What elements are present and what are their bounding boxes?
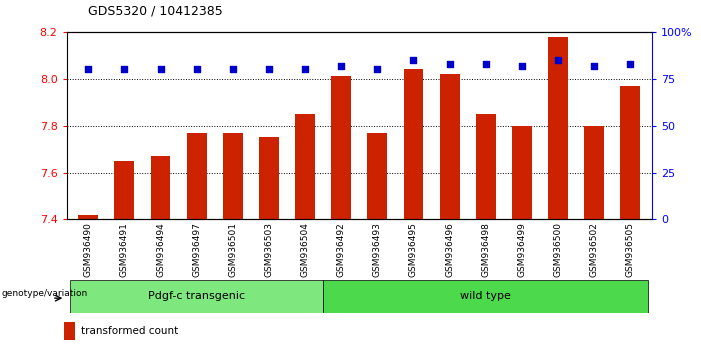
- Bar: [440, 74, 460, 219]
- Text: GSM936502: GSM936502: [590, 222, 599, 278]
- Bar: [79, 215, 98, 219]
- Text: GSM936490: GSM936490: [84, 222, 93, 278]
- Point: [408, 57, 419, 63]
- Point: [299, 67, 311, 72]
- Text: GSM936497: GSM936497: [192, 222, 201, 278]
- Point: [372, 67, 383, 72]
- Point: [480, 61, 491, 67]
- Text: GSM936492: GSM936492: [336, 222, 346, 277]
- Text: GDS5320 / 10412385: GDS5320 / 10412385: [88, 5, 222, 18]
- Bar: [404, 69, 423, 219]
- Point: [118, 67, 130, 72]
- Bar: [367, 133, 387, 219]
- Text: GSM936503: GSM936503: [264, 222, 273, 278]
- Text: GSM936491: GSM936491: [120, 222, 129, 278]
- Point: [227, 67, 238, 72]
- Bar: [332, 76, 351, 219]
- Text: GSM936505: GSM936505: [626, 222, 634, 278]
- Bar: [323, 280, 648, 313]
- Point: [625, 61, 636, 67]
- Text: Pdgf-c transgenic: Pdgf-c transgenic: [148, 291, 245, 302]
- Text: transformed count: transformed count: [81, 326, 178, 336]
- Text: GSM936496: GSM936496: [445, 222, 454, 278]
- Bar: [476, 114, 496, 219]
- Point: [155, 67, 166, 72]
- Point: [83, 67, 94, 72]
- Bar: [512, 126, 532, 219]
- Text: genotype/variation: genotype/variation: [1, 289, 88, 298]
- Text: GSM936494: GSM936494: [156, 222, 165, 277]
- Point: [336, 63, 347, 68]
- Text: GSM936504: GSM936504: [301, 222, 310, 278]
- Text: GSM936498: GSM936498: [481, 222, 490, 278]
- Bar: [64, 322, 75, 340]
- Bar: [548, 36, 568, 219]
- Bar: [259, 137, 279, 219]
- Text: GSM936500: GSM936500: [554, 222, 562, 278]
- Text: GSM936495: GSM936495: [409, 222, 418, 278]
- Bar: [295, 114, 315, 219]
- Text: wild type: wild type: [461, 291, 511, 302]
- Bar: [151, 156, 170, 219]
- Bar: [70, 280, 323, 313]
- Text: GSM936499: GSM936499: [517, 222, 526, 278]
- Point: [444, 61, 455, 67]
- Bar: [114, 161, 135, 219]
- Point: [264, 67, 275, 72]
- Bar: [620, 86, 640, 219]
- Text: GSM936501: GSM936501: [229, 222, 238, 278]
- Point: [516, 63, 527, 68]
- Bar: [186, 133, 207, 219]
- Text: GSM936493: GSM936493: [373, 222, 382, 278]
- Bar: [584, 126, 604, 219]
- Bar: [223, 133, 243, 219]
- Point: [191, 67, 203, 72]
- Point: [552, 57, 564, 63]
- Point: [589, 63, 600, 68]
